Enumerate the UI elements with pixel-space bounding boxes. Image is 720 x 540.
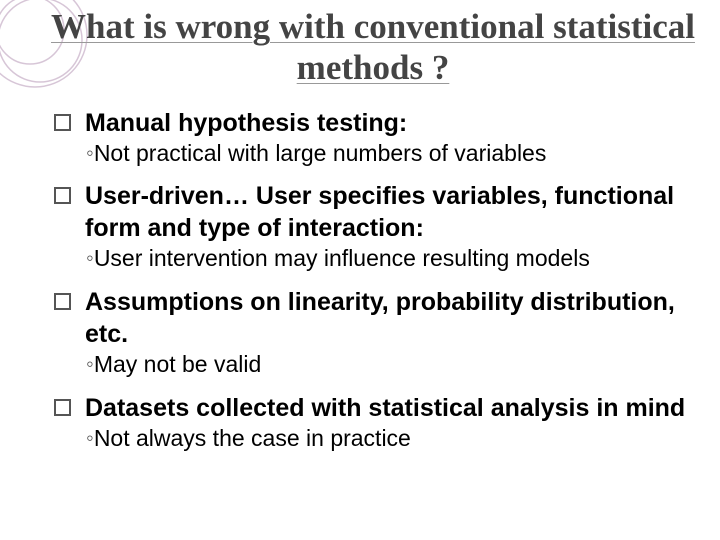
slide: What is wrong with conventional statisti… (0, 0, 720, 540)
item-main-text: Datasets collected with statistical anal… (85, 392, 696, 424)
item-main-text: Manual hypothesis testing: (85, 107, 696, 139)
item-sub-text: Not always the case in practice (164, 424, 696, 454)
list-item: User-driven… User specifies variables, f… (54, 180, 696, 274)
bullet-list: Manual hypothesis testing: ◦ Not practic… (50, 107, 696, 455)
list-item: Assumptions on linearity, probability di… (54, 286, 696, 380)
checkbox-icon (54, 187, 71, 204)
list-item: Datasets collected with statistical anal… (54, 392, 696, 454)
checkbox-icon (54, 114, 71, 131)
checkbox-icon (54, 399, 71, 416)
circle-bullet-icon: ◦ (86, 424, 94, 453)
item-main-text: User-driven… User specifies variables, f… (85, 180, 696, 244)
circle-bullet-icon: ◦ (86, 350, 94, 379)
list-item: Manual hypothesis testing: ◦ Not practic… (54, 107, 696, 169)
item-sub-text: User intervention may influence resultin… (164, 244, 696, 274)
circle-bullet-icon: ◦ (86, 139, 94, 168)
checkbox-icon (54, 293, 71, 310)
item-sub-text: May not be valid (164, 350, 696, 380)
item-main-text: Assumptions on linearity, probability di… (85, 286, 696, 350)
circle-bullet-icon: ◦ (86, 244, 94, 273)
item-sub-text: Not practical with large numbers of vari… (164, 139, 696, 169)
slide-title: What is wrong with conventional statisti… (20, 6, 720, 89)
